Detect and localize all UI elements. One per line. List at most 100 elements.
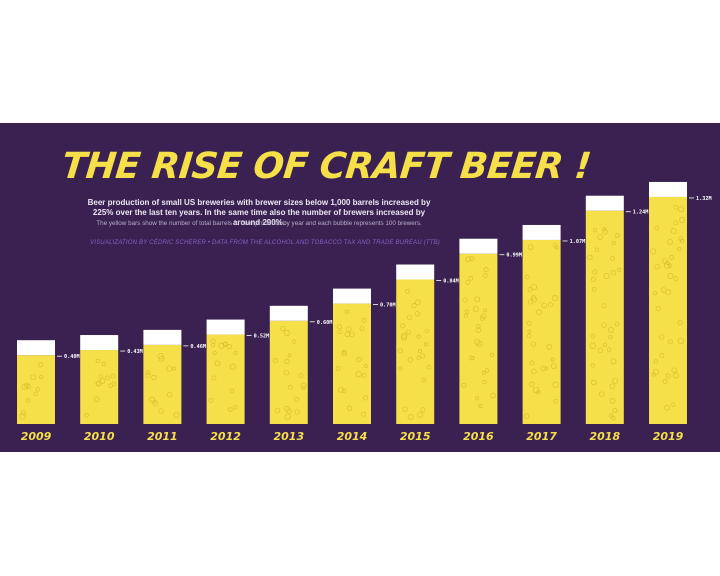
value-label-2017: 1.07M <box>570 239 586 245</box>
bubble <box>166 365 173 372</box>
bubble <box>590 276 596 282</box>
value-label-2015: 0.84M <box>443 279 459 285</box>
year-label-2012: 2012 <box>210 430 241 443</box>
bubble <box>211 375 217 381</box>
bubble <box>601 322 607 328</box>
bubble <box>608 335 613 340</box>
chart-credit: VISUALIZATION BY CÉDRIC SCHERER • DATA F… <box>90 240 440 246</box>
bubble <box>667 238 673 245</box>
bubble <box>484 368 489 373</box>
chart-subtitle: Beer production of small US breweries wi… <box>87 198 431 227</box>
bubble <box>594 247 600 252</box>
bubble <box>407 357 413 363</box>
value-label-2011: 0.46M <box>190 344 206 350</box>
bubble <box>426 364 432 370</box>
bubble <box>665 289 672 296</box>
value-label-2016: 0.99M <box>506 253 522 259</box>
bubble <box>461 383 467 388</box>
bar-2011 <box>143 344 182 424</box>
bubble <box>610 358 617 365</box>
bubble <box>651 372 656 377</box>
year-label-2011: 2011 <box>147 430 178 443</box>
bubble <box>359 326 365 331</box>
bubble <box>606 347 612 352</box>
bubble <box>667 263 673 268</box>
bar-foam-2014 <box>333 288 371 304</box>
bubble <box>414 299 421 306</box>
bubble <box>337 324 343 330</box>
bubble <box>677 320 683 326</box>
bubble <box>19 413 26 420</box>
year-label-2010: 2010 <box>84 430 115 443</box>
bubble <box>35 387 40 392</box>
bubble <box>344 331 351 338</box>
bubble <box>424 328 430 334</box>
bubble <box>84 412 89 418</box>
value-label-2010: 0.43M <box>127 349 143 355</box>
bubble <box>361 372 367 378</box>
bubble <box>33 391 38 396</box>
bubble <box>362 395 368 401</box>
bubble <box>474 338 481 346</box>
bubble <box>349 331 355 337</box>
bubble <box>25 384 31 390</box>
bubble <box>553 399 558 404</box>
bubble <box>25 398 31 403</box>
bubble <box>653 359 659 364</box>
bubble <box>673 276 679 281</box>
bubble <box>524 274 530 280</box>
bubble <box>524 413 530 419</box>
bubble <box>680 238 685 243</box>
bubble <box>167 392 173 398</box>
bubble <box>416 334 421 339</box>
bubble <box>664 404 670 411</box>
bubble <box>490 392 497 399</box>
bubble <box>671 367 678 374</box>
bubble <box>673 220 679 226</box>
bubble <box>335 366 341 371</box>
bubble <box>402 406 408 412</box>
bubble <box>287 353 292 358</box>
bar-foam-2015 <box>396 264 435 280</box>
bubble <box>158 408 164 414</box>
bar-foam-2019 <box>649 181 687 197</box>
bubble <box>589 342 596 349</box>
bubble <box>667 273 674 280</box>
bar-foam-2013 <box>269 305 308 321</box>
bubble <box>544 366 549 371</box>
bubble <box>38 362 44 368</box>
bubble <box>294 409 301 415</box>
bar-2012 <box>206 334 245 424</box>
bubble <box>110 373 116 379</box>
bubble <box>24 382 30 388</box>
bubble <box>472 306 479 313</box>
bubble <box>482 380 487 385</box>
bubble <box>280 325 286 332</box>
bubble <box>609 413 613 418</box>
bubble <box>419 353 426 359</box>
bubble <box>96 380 103 387</box>
bubble <box>483 267 489 272</box>
bar-foam-2017 <box>522 224 561 240</box>
bubble <box>602 227 607 232</box>
bubble <box>214 360 221 367</box>
value-label-2018: 1.24M <box>633 210 649 216</box>
bubble <box>540 365 547 372</box>
bubble <box>158 355 165 362</box>
bubble <box>678 206 684 213</box>
bubble <box>527 329 532 334</box>
year-label-2015: 2015 <box>400 430 431 443</box>
bubble <box>291 339 297 344</box>
bubble <box>152 400 159 407</box>
bubble <box>483 308 488 313</box>
bubble <box>529 360 535 366</box>
bubble <box>548 302 553 308</box>
bubble <box>407 413 414 420</box>
bubble <box>677 337 685 345</box>
bubble <box>550 357 555 362</box>
bubble <box>654 225 659 230</box>
bubble <box>476 324 481 329</box>
bubble <box>397 347 403 354</box>
bubble <box>222 342 228 348</box>
